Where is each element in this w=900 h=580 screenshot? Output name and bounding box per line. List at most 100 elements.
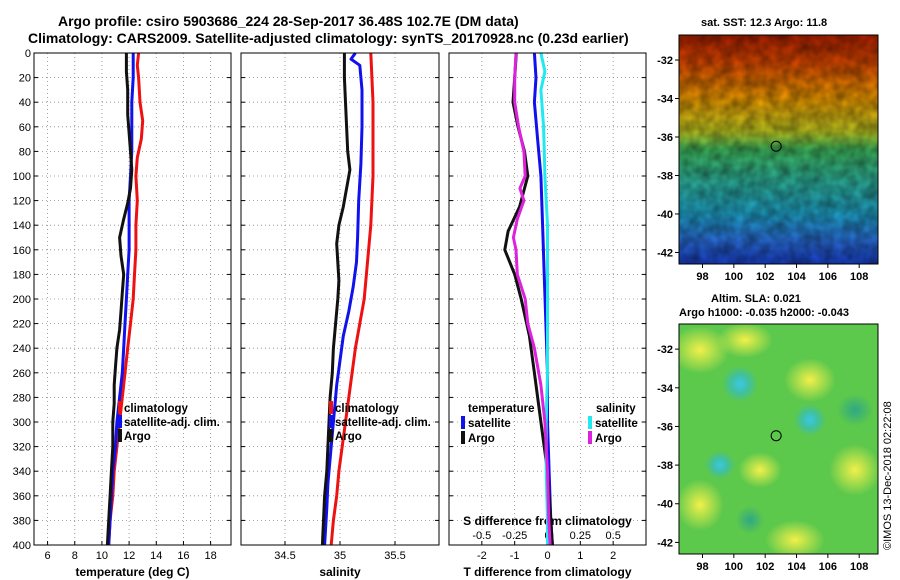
sst-map-title: sat. SST: 12.3 Argo: 11.8 bbox=[701, 17, 827, 29]
map-x-tick-label: 100 bbox=[725, 561, 743, 573]
sst-map bbox=[679, 35, 878, 264]
x-tick-label: 34.5 bbox=[274, 550, 295, 562]
y-tick-label: 200 bbox=[13, 294, 31, 306]
argo-location-marker bbox=[770, 140, 782, 152]
legend-swatch-satellite bbox=[118, 415, 122, 428]
x-tick-label: 0 bbox=[544, 550, 550, 562]
x-tick-label: 35.5 bbox=[384, 550, 405, 562]
x-tick-label: 1 bbox=[577, 550, 583, 562]
legend-label-climatology: climatology bbox=[124, 403, 189, 415]
sla-low bbox=[722, 366, 758, 402]
legend-label-t-argo: Argo bbox=[468, 433, 495, 445]
sla-map bbox=[679, 324, 878, 554]
map-x-tick-label: 102 bbox=[756, 561, 774, 573]
title-line-1: Argo profile: csiro 5903686_224 28-Sep-2… bbox=[58, 13, 519, 29]
legend-swatch-t-satellite bbox=[461, 416, 465, 429]
y-tick-label: 160 bbox=[13, 245, 31, 257]
y-tick-label: 260 bbox=[13, 368, 31, 380]
y-tick-label: 40 bbox=[19, 97, 31, 109]
y-tick-label: 180 bbox=[13, 269, 31, 281]
argo-location-marker bbox=[770, 430, 782, 442]
map-y-tick-label: -38 bbox=[657, 460, 673, 472]
sla-high bbox=[738, 452, 782, 488]
map-y-tick-label: -42 bbox=[657, 537, 673, 549]
legend-label-s-satellite: satellite bbox=[595, 418, 638, 430]
y-tick-label: 240 bbox=[13, 343, 31, 355]
sst-map-frame bbox=[678, 34, 879, 265]
title-line-2: Climatology: CARS2009. Satellite-adjuste… bbox=[28, 30, 629, 46]
legend-heading-temperature: temperature bbox=[468, 403, 534, 415]
map-y-tick-label: -32 bbox=[657, 55, 673, 67]
legend-label-s-argo: Argo bbox=[595, 433, 622, 445]
x-tick-label: 18 bbox=[204, 550, 216, 562]
x-tick-label: 14 bbox=[150, 550, 162, 562]
x-tick-label: 12 bbox=[123, 550, 135, 562]
map-y-tick-label: -36 bbox=[657, 421, 673, 433]
legend-swatch-argo bbox=[329, 429, 333, 442]
map-y-tick-label: -40 bbox=[657, 209, 673, 221]
map-x-tick-label: 100 bbox=[725, 271, 743, 283]
legend-label-argo: Argo bbox=[335, 431, 362, 443]
series-line bbox=[511, 52, 552, 546]
legend-label-satellite: satellite-adj. clim. bbox=[124, 417, 220, 429]
x-tick-label: 8 bbox=[72, 550, 78, 562]
difference-legend: temperature satellite Argo salinity sate… bbox=[461, 403, 638, 445]
map-x-tick-label: 104 bbox=[787, 271, 806, 283]
map-y-tick-label: -34 bbox=[657, 383, 674, 395]
s-tick-label: 0.5 bbox=[606, 530, 621, 542]
sla-map-frame bbox=[678, 323, 879, 555]
plot-frame bbox=[448, 52, 647, 546]
map-x-tick-label: 98 bbox=[696, 561, 708, 573]
map-x-tick-label: 98 bbox=[696, 271, 708, 283]
y-tick-label: 80 bbox=[19, 146, 31, 158]
plot-frame bbox=[240, 52, 440, 546]
x-tick-label: 35 bbox=[334, 550, 346, 562]
legend-swatch-satellite bbox=[329, 415, 333, 428]
sla-high bbox=[679, 479, 724, 531]
map-y-tick-label: -32 bbox=[657, 344, 673, 356]
y-tick-label: 400 bbox=[13, 540, 31, 552]
y-tick-label: 60 bbox=[19, 122, 31, 134]
plot-frame bbox=[33, 52, 232, 546]
x-axis-title: T difference from climatology bbox=[463, 565, 631, 579]
map-y-tick-label: -38 bbox=[657, 170, 673, 182]
y-tick-label: 100 bbox=[13, 171, 31, 183]
legend-label-argo: Argo bbox=[124, 431, 151, 443]
x-axis-title: salinity bbox=[319, 565, 361, 579]
s-tick-label: 0.25 bbox=[570, 530, 591, 542]
sla-low bbox=[736, 506, 764, 534]
legend-label-climatology: climatology bbox=[335, 403, 400, 415]
legend-swatch-climatology bbox=[118, 401, 122, 414]
difference-panel: -2 -1 0 1 2-0.5 -0.25 0 0.25 0.5S difference fro… bbox=[448, 52, 647, 579]
y-tick-label: 140 bbox=[13, 220, 31, 232]
s-tick-label: -0.25 bbox=[502, 530, 527, 542]
legend-heading-salinity: salinity bbox=[596, 403, 636, 415]
sla-map-title: Altim. SLA: 0.021 bbox=[711, 293, 801, 305]
s-tick-label: -0.5 bbox=[472, 530, 491, 542]
map-y-tick-label: -34 bbox=[657, 94, 674, 106]
x-tick-label: 2 bbox=[610, 550, 616, 562]
y-tick-label: 340 bbox=[13, 466, 31, 478]
sla-high bbox=[765, 520, 825, 554]
sla-high bbox=[784, 358, 836, 402]
x-tick-label: -2 bbox=[477, 550, 487, 562]
legend-swatch-s-argo bbox=[588, 431, 592, 444]
legend-swatch-t-argo bbox=[461, 431, 465, 444]
y-tick-label: 380 bbox=[13, 515, 31, 527]
y-tick-label: 360 bbox=[13, 491, 31, 503]
credit-text: ©IMOS 13-Dec-2018 02:22:08 bbox=[882, 401, 894, 550]
x-axis-title: temperature (deg C) bbox=[75, 565, 189, 579]
sst-texture bbox=[679, 35, 878, 264]
map-y-tick-label: -36 bbox=[657, 132, 673, 144]
sla-high bbox=[717, 324, 773, 358]
map-x-tick-label: 108 bbox=[850, 561, 868, 573]
sla-low bbox=[705, 451, 735, 479]
temperature-panel: 0 20 40 60 80 100 120 140 160 180 200 220 240 260 280 3… bbox=[13, 48, 232, 579]
sla-low bbox=[837, 394, 873, 426]
map-x-tick-label: 102 bbox=[756, 271, 774, 283]
y-tick-label: 320 bbox=[13, 442, 31, 454]
map-x-tick-label: 104 bbox=[787, 561, 806, 573]
map-x-tick-label: 108 bbox=[850, 271, 868, 283]
legend-swatch-argo bbox=[118, 429, 122, 442]
y-tick-label: 300 bbox=[13, 417, 31, 429]
